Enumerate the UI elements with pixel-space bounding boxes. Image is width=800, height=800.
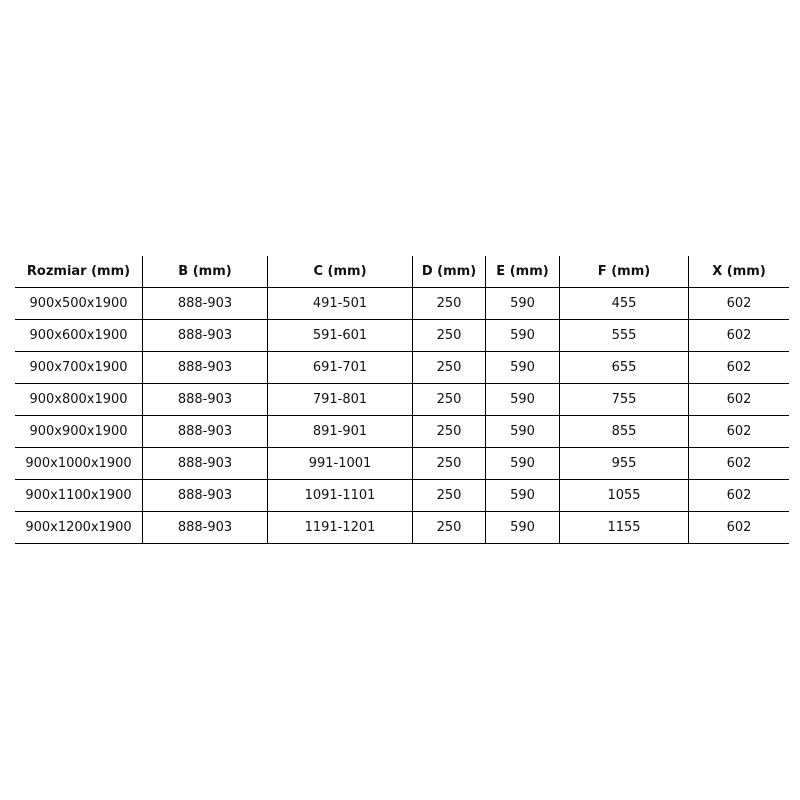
table-cell: 888-903 bbox=[142, 479, 268, 512]
table-cell: 250 bbox=[412, 447, 486, 480]
table-cell: 900x1100x1900 bbox=[15, 479, 143, 512]
table-cell: 900x1000x1900 bbox=[15, 447, 143, 480]
table-cell: 602 bbox=[688, 415, 789, 448]
table-cell: 955 bbox=[559, 447, 689, 480]
table-cell: 602 bbox=[688, 447, 789, 480]
table-row: 900x800x1900 888-903 791-801 250 590 755 602 bbox=[15, 383, 789, 416]
column-header: C (mm) bbox=[267, 256, 413, 288]
table-cell: 991-1001 bbox=[267, 447, 413, 480]
column-header: F (mm) bbox=[559, 256, 689, 288]
table-cell: 590 bbox=[485, 447, 560, 480]
table-cell: 891-901 bbox=[267, 415, 413, 448]
table-cell: 900x600x1900 bbox=[15, 319, 143, 352]
table-cell: 791-801 bbox=[267, 383, 413, 416]
table-row: 900x900x1900 888-903 891-901 250 590 855 602 bbox=[15, 415, 789, 448]
table-cell: 900x700x1900 bbox=[15, 351, 143, 384]
table-cell: 900x800x1900 bbox=[15, 383, 143, 416]
table-cell: 1091-1101 bbox=[267, 479, 413, 512]
table-cell: 655 bbox=[559, 351, 689, 384]
column-header: E (mm) bbox=[485, 256, 560, 288]
table-cell: 250 bbox=[412, 351, 486, 384]
table-cell: 888-903 bbox=[142, 351, 268, 384]
table-cell: 602 bbox=[688, 511, 789, 544]
table-cell: 602 bbox=[688, 287, 789, 320]
table-cell: 591-601 bbox=[267, 319, 413, 352]
table-cell: 590 bbox=[485, 287, 560, 320]
table-cell: 602 bbox=[688, 383, 789, 416]
table-cell: 888-903 bbox=[142, 447, 268, 480]
table-cell: 888-903 bbox=[142, 383, 268, 416]
table-cell: 755 bbox=[559, 383, 689, 416]
table-cell: 590 bbox=[485, 479, 560, 512]
table-cell: 900x1200x1900 bbox=[15, 511, 143, 544]
table-cell: 590 bbox=[485, 319, 560, 352]
table-row: 900x1000x1900 888-903 991-1001 250 590 955 602 bbox=[15, 447, 789, 480]
table-cell: 250 bbox=[412, 479, 486, 512]
column-header: X (mm) bbox=[688, 256, 789, 288]
table-cell: 1191-1201 bbox=[267, 511, 413, 544]
column-header: B (mm) bbox=[142, 256, 268, 288]
dimensions-table: Rozmiar (mm) B (mm) C (mm) D (mm) E (mm) F (m… bbox=[15, 256, 789, 544]
table-row: 900x600x1900 888-903 591-601 250 590 555 602 bbox=[15, 319, 789, 352]
table-cell: 602 bbox=[688, 351, 789, 384]
table-cell: 888-903 bbox=[142, 287, 268, 320]
table-row: 900x500x1900 888-903 491-501 250 590 455 602 bbox=[15, 287, 789, 320]
table-cell: 250 bbox=[412, 287, 486, 320]
table-cell: 590 bbox=[485, 383, 560, 416]
table-cell: 888-903 bbox=[142, 415, 268, 448]
table-row: 900x700x1900 888-903 691-701 250 590 655 602 bbox=[15, 351, 789, 384]
table-cell: 590 bbox=[485, 511, 560, 544]
table-cell: 590 bbox=[485, 415, 560, 448]
table-cell: 250 bbox=[412, 319, 486, 352]
table-cell: 250 bbox=[412, 511, 486, 544]
table-cell: 491-501 bbox=[267, 287, 413, 320]
table-cell: 1055 bbox=[559, 479, 689, 512]
table-cell: 602 bbox=[688, 479, 789, 512]
table-cell: 590 bbox=[485, 351, 560, 384]
table-cell: 888-903 bbox=[142, 319, 268, 352]
table-cell: 250 bbox=[412, 415, 486, 448]
table-row: 900x1200x1900 888-903 1191-1201 250 590 1155 6… bbox=[15, 511, 789, 544]
column-header: Rozmiar (mm) bbox=[15, 256, 143, 288]
table-cell: 888-903 bbox=[142, 511, 268, 544]
column-header: D (mm) bbox=[412, 256, 486, 288]
header-row: Rozmiar (mm) B (mm) C (mm) D (mm) E (mm) F (m… bbox=[15, 256, 789, 288]
table-cell: 900x900x1900 bbox=[15, 415, 143, 448]
table-cell: 250 bbox=[412, 383, 486, 416]
table-cell: 602 bbox=[688, 319, 789, 352]
table-cell: 555 bbox=[559, 319, 689, 352]
table-cell: 900x500x1900 bbox=[15, 287, 143, 320]
table-row: 900x1100x1900 888-903 1091-1101 250 590 1055 6… bbox=[15, 479, 789, 512]
table-cell: 855 bbox=[559, 415, 689, 448]
table-cell: 455 bbox=[559, 287, 689, 320]
table-cell: 1155 bbox=[559, 511, 689, 544]
table-cell: 691-701 bbox=[267, 351, 413, 384]
